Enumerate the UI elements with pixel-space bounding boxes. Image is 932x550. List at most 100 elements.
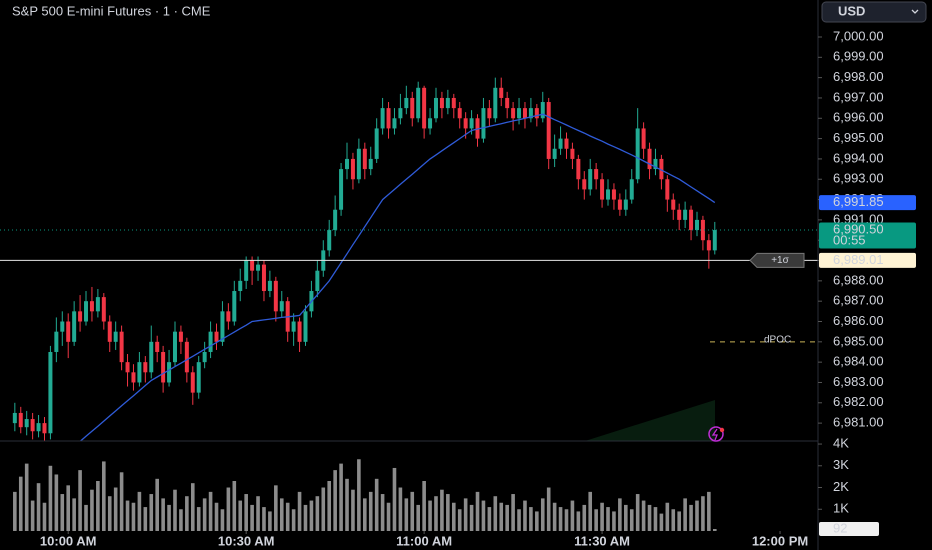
candle-body (546, 102, 551, 159)
volume-bar (60, 494, 65, 531)
candle-body (107, 321, 112, 342)
volume-bar (606, 507, 610, 531)
price-label: 6,991.85 (833, 194, 884, 209)
y-tick-label: 6,988.00 (833, 272, 884, 287)
candle-body (582, 179, 587, 190)
volume-bar (440, 489, 444, 531)
candle-body (600, 179, 605, 200)
candle-body (78, 311, 83, 322)
candle-body (606, 189, 611, 200)
candle-body (404, 97, 409, 109)
volume-bar (244, 494, 248, 531)
candle-body (635, 128, 640, 180)
volume-bar (410, 491, 415, 531)
volume-bar (48, 465, 53, 531)
volume-bar (558, 507, 563, 531)
volume-bar (131, 502, 136, 531)
candle-body (208, 331, 213, 352)
volume-bar (208, 491, 213, 531)
volume-bar (635, 494, 640, 531)
candle-body (220, 311, 225, 342)
candle-body (54, 331, 59, 352)
dpoc-label: dPOC (764, 334, 791, 345)
volume-bar (374, 478, 379, 531)
volume-bar (250, 504, 254, 531)
currency-label: USD (838, 3, 865, 18)
candle-body (570, 148, 575, 159)
candle-body (291, 321, 296, 332)
volume-bar (618, 498, 622, 531)
volume-bar (102, 461, 106, 531)
candle-body (653, 158, 658, 170)
candle-body (386, 108, 391, 129)
y2-tick-label: 4K (833, 435, 849, 450)
candle-body (665, 179, 670, 200)
candle-body (184, 341, 189, 373)
y-tick-label: 6,983.00 (833, 374, 884, 389)
volume-bar (446, 494, 450, 531)
candle-body (392, 118, 397, 129)
alert-icon[interactable] (708, 426, 724, 442)
volume-bar (279, 498, 284, 531)
volume-bar (647, 504, 652, 531)
volume-bar (303, 504, 308, 531)
sigma-tag-label: +1σ (771, 255, 789, 266)
candle-body (315, 270, 320, 292)
volume-bar (84, 504, 88, 531)
volume-bar (380, 494, 385, 531)
volume-bar (143, 507, 148, 531)
candle-body (451, 97, 456, 109)
volume-label: 92 (833, 520, 847, 535)
candle-body (238, 280, 243, 292)
volume-bar (327, 481, 332, 531)
volume-bar (226, 487, 231, 531)
candle-body (356, 148, 361, 180)
volume-bar (463, 498, 468, 531)
volume-bar (196, 507, 201, 531)
volume-bar (274, 485, 278, 531)
candle-body (345, 158, 350, 170)
candle-body (428, 118, 433, 129)
price-label: 6,990.50 (833, 221, 884, 236)
candle-body (226, 311, 231, 322)
volume-bar (552, 502, 557, 531)
volume-bar (357, 459, 361, 531)
volume-bar (422, 481, 426, 531)
volume-bar (576, 511, 581, 531)
candle-body (564, 138, 569, 149)
candle-body (552, 148, 557, 159)
volume-bar (24, 463, 29, 531)
y-tick-label: 6,999.00 (833, 49, 884, 64)
volume-bar (96, 481, 100, 531)
candle-body (623, 199, 628, 210)
volume-bar (671, 509, 676, 531)
currency-button[interactable] (821, 1, 927, 23)
candle-body (505, 97, 510, 109)
candle-body (149, 341, 154, 373)
candle-body (511, 108, 516, 119)
candle-body (671, 199, 676, 210)
candle-body (48, 351, 53, 434)
volume-bar (712, 529, 717, 531)
countdown: 00:55 (833, 232, 866, 247)
candle-body (463, 118, 468, 129)
volume-bar (594, 509, 598, 531)
volume-label-box (819, 522, 879, 536)
candle-body (232, 291, 237, 322)
candle-body (659, 158, 664, 180)
volume-bar (167, 504, 171, 531)
x-tick-label: 11:00 AM (396, 533, 452, 548)
y-tick-label: 6,982.00 (833, 394, 884, 409)
volume-bar (339, 463, 343, 531)
volume-bar (368, 491, 373, 531)
candle-body (30, 419, 35, 432)
volume-bar (18, 476, 23, 531)
candle-body (244, 260, 249, 281)
x-tick-label: 10:00 AM (40, 533, 97, 548)
volume-bar (285, 502, 290, 531)
volume-bar (428, 500, 432, 531)
candle-body (416, 87, 421, 119)
volume-bar (392, 467, 397, 531)
